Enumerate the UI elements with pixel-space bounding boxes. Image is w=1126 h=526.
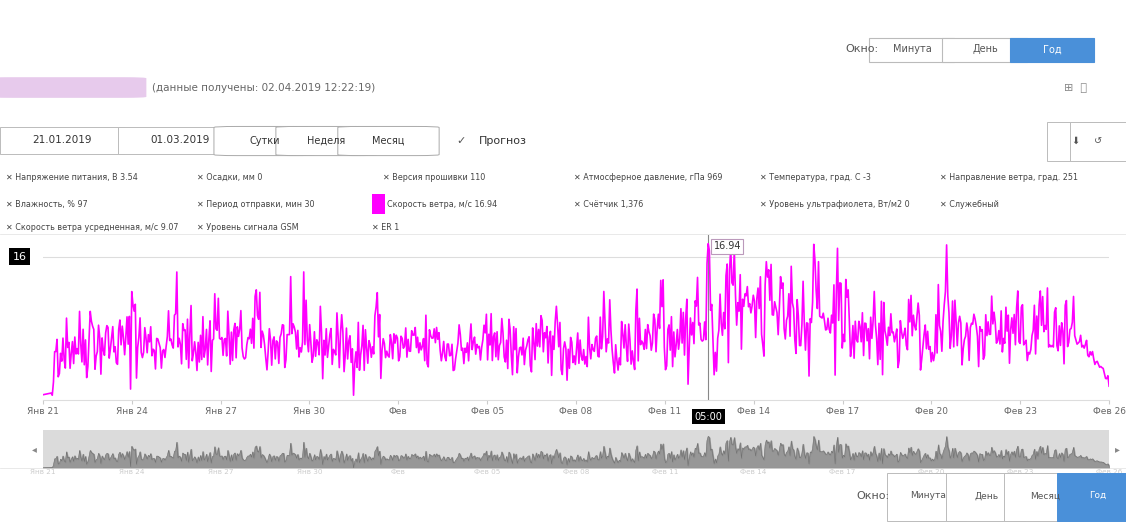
Text: Минута: Минута <box>910 491 946 500</box>
Text: ✕ Уровень ультрафиолета, Вт/м2 0: ✕ Уровень ультрафиолета, Вт/м2 0 <box>760 200 910 209</box>
FancyBboxPatch shape <box>1070 122 1126 161</box>
FancyBboxPatch shape <box>276 126 377 156</box>
Text: Окно:: Окно: <box>857 491 890 501</box>
Text: ✕ Влажность, % 97: ✕ Влажность, % 97 <box>6 200 88 209</box>
Text: Неделя: Неделя <box>307 136 346 146</box>
Text: ✓: ✓ <box>456 136 465 146</box>
Text: ✕ Скорость ветра усредненная, м/с 9.07: ✕ Скорость ветра усредненная, м/с 9.07 <box>6 224 178 232</box>
FancyBboxPatch shape <box>887 473 966 521</box>
Text: (данные получены: 02.04.2019 12:22:19): (данные получены: 02.04.2019 12:22:19) <box>152 83 375 93</box>
Text: День: День <box>974 491 999 500</box>
Text: 01.03.2019: 01.03.2019 <box>151 135 209 145</box>
Text: ✕ Служебный: ✕ Служебный <box>940 200 999 209</box>
Text: ⊞  🗑: ⊞ 🗑 <box>1064 83 1087 93</box>
Text: ✕ Версия прошивки 110: ✕ Версия прошивки 110 <box>383 173 485 182</box>
Text: ✕ Осадки, мм 0: ✕ Осадки, мм 0 <box>197 173 262 182</box>
Bar <box>43 430 1109 468</box>
FancyBboxPatch shape <box>118 127 242 154</box>
Text: 16.94: 16.94 <box>714 241 741 251</box>
Text: ▸: ▸ <box>1115 444 1120 454</box>
Text: ✕ Атмосферное давление, гПа 969: ✕ Атмосферное давление, гПа 969 <box>574 173 723 182</box>
Text: Сутки: Сутки <box>249 136 280 146</box>
Text: 16: 16 <box>12 252 26 262</box>
Text: ✕ Напряжение питания, В 3.54: ✕ Напряжение питания, В 3.54 <box>6 173 137 182</box>
Bar <box>372 195 385 214</box>
Text: Скорость ветра, м/с 16.94: Скорость ветра, м/с 16.94 <box>387 200 498 209</box>
Text: Месяц: Месяц <box>373 136 404 146</box>
Text: ✕ Направление ветра, град. 251: ✕ Направление ветра, град. 251 <box>940 173 1079 182</box>
FancyBboxPatch shape <box>942 38 1027 62</box>
Text: 21.01.2019: 21.01.2019 <box>33 135 91 145</box>
Text: Минута: Минута <box>893 44 931 54</box>
Text: ✕ Температура, град. С -3: ✕ Температура, град. С -3 <box>760 173 870 182</box>
FancyBboxPatch shape <box>338 126 439 156</box>
FancyBboxPatch shape <box>0 127 124 154</box>
FancyBboxPatch shape <box>1010 38 1094 62</box>
FancyBboxPatch shape <box>869 38 954 62</box>
FancyBboxPatch shape <box>1047 122 1103 161</box>
FancyBboxPatch shape <box>1057 473 1126 521</box>
Text: ◂: ◂ <box>32 444 37 454</box>
FancyBboxPatch shape <box>1004 473 1083 521</box>
Text: ✕ Счётчик 1,376: ✕ Счётчик 1,376 <box>574 200 644 209</box>
Text: День: День <box>973 44 998 54</box>
Text: ↺: ↺ <box>1093 136 1102 146</box>
Text: 05:00: 05:00 <box>695 411 722 421</box>
Text: ⬇: ⬇ <box>1071 136 1080 146</box>
Text: Окно:: Окно: <box>846 44 878 54</box>
Text: ✕ ER 1: ✕ ER 1 <box>372 224 399 232</box>
FancyBboxPatch shape <box>946 473 1025 521</box>
Text: ✕ Уровень сигнала GSM: ✕ Уровень сигнала GSM <box>197 224 298 232</box>
FancyBboxPatch shape <box>0 77 146 98</box>
FancyBboxPatch shape <box>214 126 315 156</box>
Text: Прогноз: Прогноз <box>479 136 527 146</box>
Text: Месяц: Месяц <box>1030 491 1060 500</box>
Text: ✕ Период отправки, мин 30: ✕ Период отправки, мин 30 <box>197 200 314 209</box>
Text: Год: Год <box>1089 491 1107 500</box>
Text: Год: Год <box>1044 44 1062 54</box>
